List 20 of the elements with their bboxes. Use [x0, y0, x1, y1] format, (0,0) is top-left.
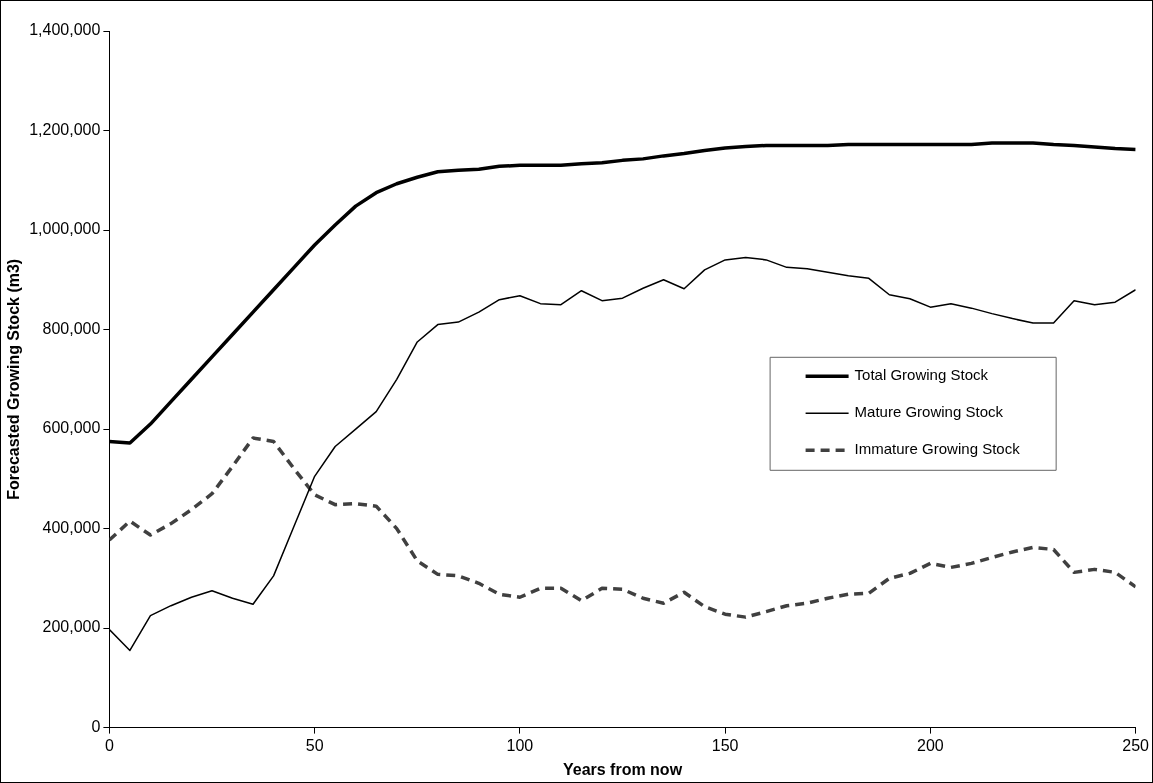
- y-tick-label: 200,000: [42, 618, 101, 636]
- legend-label: Total Growing Stock: [854, 366, 989, 384]
- x-tick-label: 150: [711, 736, 739, 754]
- x-tick-label: 100: [506, 736, 534, 754]
- x-tick-label: 50: [305, 736, 324, 754]
- x-tick-label: 250: [1122, 736, 1150, 754]
- x-tick-label: 200: [917, 736, 944, 754]
- x-tick-label: 0: [104, 736, 114, 754]
- line-series: [109, 436, 1136, 619]
- x-axis-title: Years from now: [562, 760, 683, 778]
- y-tick-label: 1,400,000: [29, 21, 101, 39]
- y-tick-label: 1,000,000: [29, 220, 101, 238]
- y-axis-title: Forecasted Growing Stock (m3): [5, 258, 23, 500]
- legend-label: Mature Growing Stock: [854, 403, 1004, 421]
- legend-label: Immature Growing Stock: [854, 440, 1021, 458]
- y-tick-label: 0: [91, 718, 101, 736]
- y-tick-label: 800,000: [42, 319, 101, 337]
- y-tick-label: 400,000: [42, 518, 101, 536]
- y-tick-label: 1,200,000: [29, 120, 101, 138]
- y-tick-label: 600,000: [42, 419, 101, 437]
